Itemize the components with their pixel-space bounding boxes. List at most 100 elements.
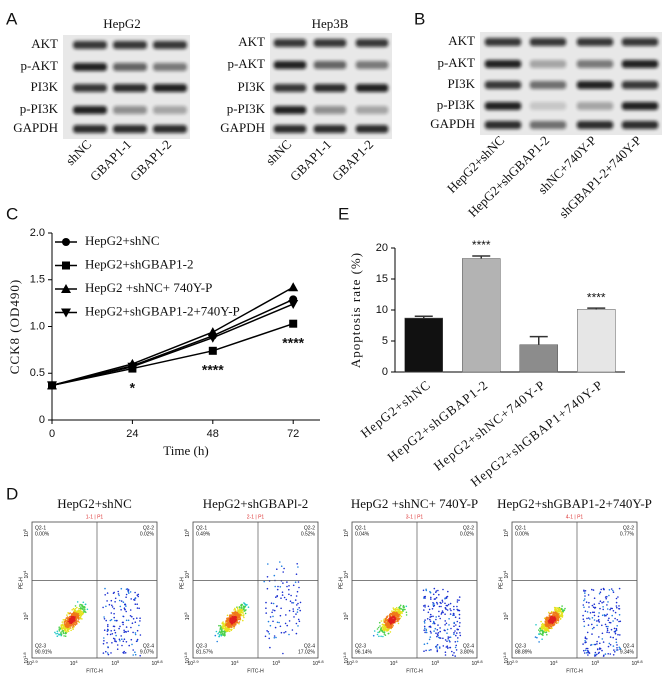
series-line xyxy=(51,322,294,387)
blot-band xyxy=(313,61,347,69)
event-dot xyxy=(429,620,432,623)
event-dot xyxy=(290,594,292,597)
event-dot xyxy=(280,597,282,599)
tick-exp: 4 xyxy=(555,659,558,664)
event-dot xyxy=(425,628,428,631)
event-dot xyxy=(435,618,437,621)
event-dot xyxy=(67,617,70,619)
tick-base: 10 xyxy=(344,614,350,620)
event-dot xyxy=(72,628,74,630)
event-dot xyxy=(453,652,455,654)
event-dot xyxy=(221,622,223,625)
event-dot xyxy=(285,614,287,616)
event-dot xyxy=(396,608,399,611)
event-dot xyxy=(223,628,225,630)
blot-title: Hep3B xyxy=(312,16,349,31)
event-dot xyxy=(449,602,452,605)
event-dot xyxy=(619,634,621,636)
tick-base: 10 xyxy=(70,661,76,667)
event-dot xyxy=(601,632,604,635)
event-dot xyxy=(72,613,74,615)
blot-band xyxy=(484,38,522,46)
event-dot xyxy=(596,624,598,627)
blot-band xyxy=(313,39,347,47)
event-dot xyxy=(392,607,395,609)
event-dot xyxy=(444,597,446,600)
event-dot xyxy=(221,625,224,627)
event-dot xyxy=(399,611,402,614)
event-dot xyxy=(387,619,390,622)
blot-band xyxy=(621,38,659,46)
quadrant-value: 17.02% xyxy=(298,649,316,655)
event-dot xyxy=(292,608,295,610)
event-dot xyxy=(405,611,408,614)
event-dot xyxy=(110,612,113,614)
axis-tick-label: 102.9 xyxy=(346,659,358,667)
event-dot xyxy=(452,612,455,615)
event-dot xyxy=(601,601,603,604)
event-dot xyxy=(236,609,239,611)
event-dot xyxy=(447,638,450,640)
blot-band xyxy=(273,39,307,47)
axis-tick-label: 106.8 xyxy=(151,659,163,667)
event-dot xyxy=(120,609,122,611)
event-dot xyxy=(297,581,300,583)
event-dot xyxy=(288,585,290,587)
event-dot xyxy=(288,633,290,636)
axis-tick-label: 105 xyxy=(22,528,30,537)
event-dot xyxy=(81,608,83,610)
event-dot xyxy=(427,611,430,614)
blot-band xyxy=(529,38,567,46)
event-dot xyxy=(584,636,587,638)
event-dot xyxy=(118,627,120,630)
tick-exp: 4 xyxy=(236,659,239,664)
event-dot xyxy=(448,639,451,642)
event-dot xyxy=(279,614,282,617)
event-dot xyxy=(594,653,596,656)
event-dot xyxy=(232,625,235,627)
event-dot xyxy=(136,629,139,632)
event-dot xyxy=(612,591,615,593)
event-dot xyxy=(106,652,109,654)
event-dot xyxy=(237,613,239,616)
event-dot xyxy=(234,607,236,610)
annotation: **** xyxy=(587,290,606,304)
event-dot xyxy=(605,625,608,628)
event-dot xyxy=(388,626,390,629)
event-dot xyxy=(226,627,229,629)
blot-band xyxy=(529,81,567,89)
event-dot xyxy=(394,608,396,611)
tick-base: 10 xyxy=(344,573,350,579)
event-dot xyxy=(449,613,452,615)
event-dot xyxy=(615,641,618,644)
axis-tick-label: 101.8 xyxy=(22,652,30,664)
event-dot xyxy=(439,617,442,620)
event-dot xyxy=(125,605,127,607)
event-dot xyxy=(599,642,601,645)
event-dot xyxy=(602,655,605,657)
event-dot xyxy=(397,613,399,615)
event-dot xyxy=(286,624,289,627)
event-dot xyxy=(433,598,436,600)
event-dot xyxy=(583,599,585,602)
event-dot xyxy=(85,611,87,614)
x-axis-label: FITC-H xyxy=(86,668,103,674)
event-dot xyxy=(129,609,132,611)
event-dot xyxy=(118,638,121,641)
quadrant-value: 0.00% xyxy=(35,531,50,537)
series-line xyxy=(51,303,294,387)
event-dot xyxy=(607,625,609,628)
tick-exp: 3 xyxy=(342,612,347,615)
event-dot xyxy=(238,610,241,612)
event-dot xyxy=(84,608,86,611)
event-dot xyxy=(399,604,402,607)
event-dot xyxy=(68,620,71,622)
event-dot xyxy=(383,631,386,634)
event-dot xyxy=(607,653,609,655)
event-dot xyxy=(103,640,105,642)
event-dot xyxy=(550,615,552,618)
blot-band xyxy=(273,84,307,92)
event-dot xyxy=(556,616,558,619)
tick-base: 10 xyxy=(390,661,396,667)
event-dot xyxy=(274,585,277,588)
